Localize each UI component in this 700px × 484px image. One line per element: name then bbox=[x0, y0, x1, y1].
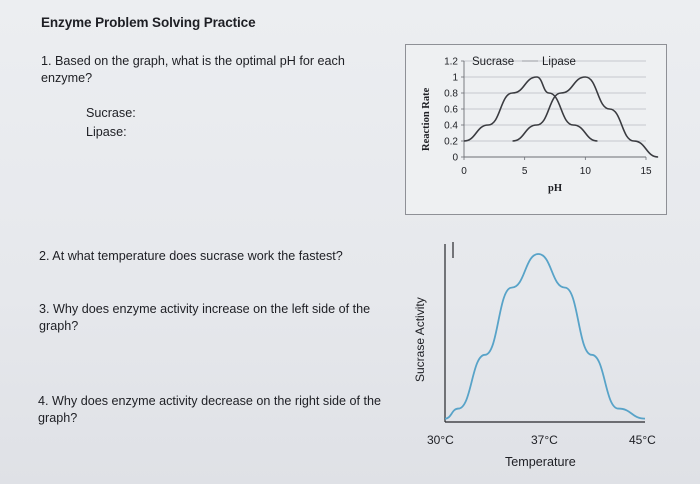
ph-series-line-sucrase bbox=[463, 76, 598, 142]
ph-xtick-label: 0 bbox=[461, 166, 467, 177]
temp-chart-xlabel: Temperature bbox=[505, 455, 576, 469]
ph-series-line-lipase bbox=[512, 76, 659, 158]
question-4: 4. Why does enzyme activity decrease on … bbox=[38, 394, 382, 425]
question-1: 1. Based on the graph, what is the optim… bbox=[41, 54, 345, 85]
answer-label-lipase: Lipase: bbox=[86, 125, 127, 139]
temp-chart-ylabel: Sucrase Activity bbox=[413, 297, 427, 382]
ph-chart-ylabel: Reaction Rate bbox=[421, 87, 432, 151]
answer-label-sucrase: Sucrase: bbox=[86, 106, 136, 120]
legend-label-lipase: Lipase bbox=[542, 56, 576, 68]
temp-tick-37: 37°C bbox=[531, 433, 558, 447]
question-3: 3. Why does enzyme activity increase on … bbox=[39, 302, 371, 333]
temp-tick-45: 45°C bbox=[629, 433, 656, 447]
temperature-chart bbox=[444, 242, 646, 423]
ph-ytick-label: 0.4 bbox=[444, 121, 458, 132]
ph-ytick-label: 0 bbox=[452, 153, 458, 164]
temp-series-line bbox=[444, 253, 646, 420]
ph-xtick-label: 15 bbox=[640, 166, 652, 177]
ph-ytick-label: 0.2 bbox=[444, 137, 458, 148]
ph-ytick-label: 0.8 bbox=[444, 89, 458, 100]
worksheet-title: Enzyme Problem Solving Practice bbox=[41, 15, 256, 30]
ph-xtick-label: 5 bbox=[522, 166, 528, 177]
temp-tick-30: 30°C bbox=[427, 433, 454, 447]
ph-chart-xlabel: pH bbox=[548, 183, 563, 194]
question-2: 2. At what temperature does sucrase work… bbox=[39, 249, 343, 263]
ph-ytick-label: 1 bbox=[452, 73, 458, 84]
ph-legend: Sucrase Lipase bbox=[472, 56, 576, 68]
ph-xtick-label: 10 bbox=[580, 166, 592, 177]
ph-ytick-label: 0.6 bbox=[444, 105, 458, 116]
ph-ytick-label: 1.2 bbox=[444, 57, 458, 68]
legend-label-sucrase: Sucrase bbox=[472, 56, 514, 68]
